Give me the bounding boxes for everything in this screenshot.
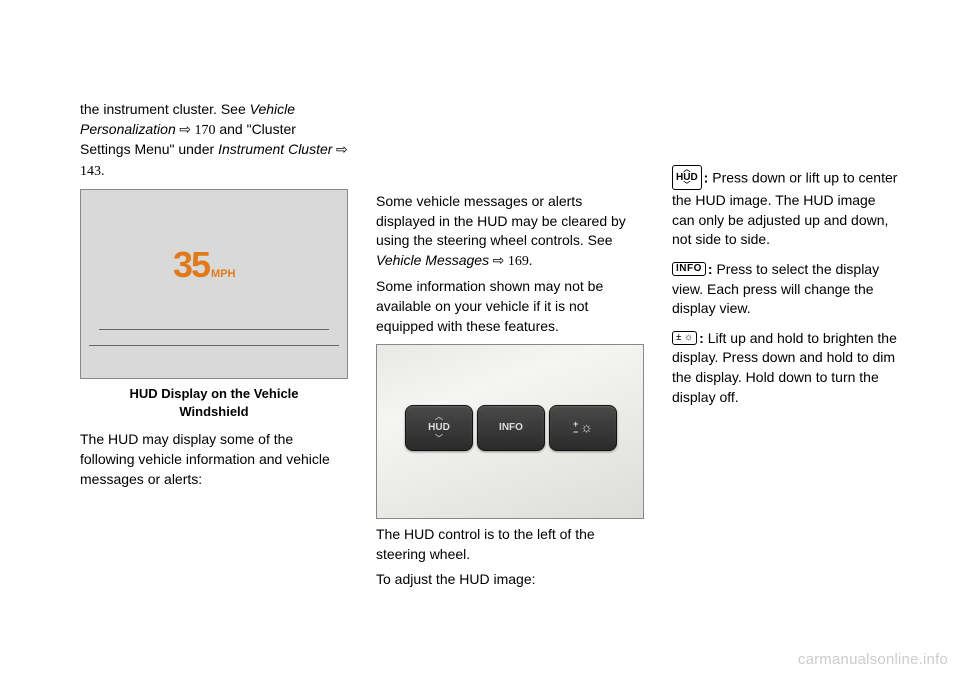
sun-icon: ☼	[580, 418, 593, 438]
ref-instrument-cluster: Instrument Cluster	[218, 141, 332, 157]
hud-button-description: ︿ HUD ﹀ : Press down or lift up to cente…	[672, 166, 900, 250]
text: Lift up and hold to brighten the display…	[672, 330, 897, 405]
watermark: carmanualsonline.info	[798, 651, 948, 668]
button-label: INFO	[499, 421, 523, 435]
minus-icon: −	[573, 428, 578, 436]
page-ref-170: ⇨ 170	[176, 123, 216, 138]
text: the instrument cluster. See	[80, 101, 250, 117]
hud-may-display-paragraph: The HUD may display some of the followin…	[80, 430, 348, 489]
brightness-button: + − ☼	[549, 405, 617, 451]
adjust-intro-paragraph: To adjust the HUD image:	[376, 570, 644, 590]
hud-speed-value: 35	[173, 240, 209, 290]
chevron-up-icon: ︿	[435, 413, 443, 421]
messages-cleared-paragraph: Some vehicle messages or alerts displaye…	[376, 192, 644, 271]
hud-button: ︿ HUD ﹀	[405, 405, 473, 451]
button-panel: ︿ HUD ﹀ INFO + − ☼	[405, 405, 617, 451]
hud-speed-readout: 35 MPH	[173, 240, 236, 290]
column-1: the instrument cluster. See Vehicle Pers…	[80, 100, 348, 596]
page: the instrument cluster. See Vehicle Pers…	[0, 0, 960, 636]
page-ref-169: ⇨ 169.	[489, 254, 532, 269]
hud-image-caption: HUD Display on the Vehicle Windshield	[80, 385, 348, 420]
chevron-down-icon: ﹀	[435, 435, 443, 443]
info-button-description: INFO: Press to select the display view. …	[672, 260, 900, 319]
caption-line: Windshield	[179, 404, 248, 419]
hud-windshield-image: 35 MPH	[80, 189, 348, 379]
intro-paragraph: the instrument cluster. See Vehicle Pers…	[80, 100, 348, 181]
info-glyph-icon: INFO	[672, 262, 706, 276]
brightness-glyph-icon: ± ☼	[672, 331, 697, 345]
text: Some vehicle messages or alerts displaye…	[376, 193, 626, 248]
hud-glyph-icon: ︿ HUD ﹀	[672, 165, 702, 190]
hud-controls-image: ︿ HUD ﹀ INFO + − ☼	[376, 344, 644, 519]
control-location-paragraph: The HUD control is to the left of the st…	[376, 525, 644, 564]
ref-vehicle-messages: Vehicle Messages	[376, 252, 489, 268]
hud-horizon-line	[89, 345, 339, 346]
column-3: ︿ HUD ﹀ : Press down or lift up to cente…	[672, 100, 900, 596]
brightness-button-description: ± ☼: Lift up and hold to brighten the di…	[672, 329, 900, 407]
hud-horizon-line	[99, 329, 329, 330]
glyph-label: HUD	[676, 172, 698, 183]
plus-minus-icon: + −	[573, 420, 578, 436]
availability-paragraph: Some information shown may not be availa…	[376, 277, 644, 336]
info-button: INFO	[477, 405, 545, 451]
hud-speed-unit: MPH	[211, 267, 235, 282]
caption-line: HUD Display on the Vehicle	[129, 386, 298, 401]
column-2: Some vehicle messages or alerts displaye…	[376, 100, 644, 596]
